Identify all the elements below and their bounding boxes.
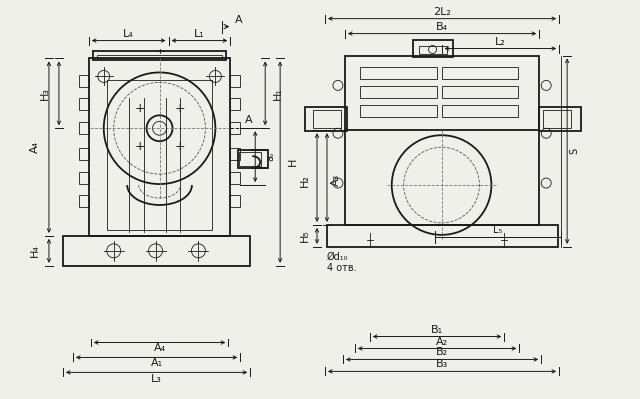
Text: +: + bbox=[174, 140, 185, 153]
Text: aᵥ: aᵥ bbox=[265, 151, 275, 161]
Bar bbox=[230, 195, 240, 207]
Text: 4 отв.: 4 отв. bbox=[327, 263, 356, 273]
Text: H₅: H₅ bbox=[300, 229, 310, 242]
Bar bbox=[79, 195, 89, 207]
Bar bbox=[79, 122, 89, 134]
Bar bbox=[543, 110, 571, 128]
Text: H₃: H₃ bbox=[40, 87, 50, 100]
Bar bbox=[442, 67, 518, 79]
Bar bbox=[79, 172, 89, 184]
Bar bbox=[230, 148, 240, 160]
Text: H: H bbox=[288, 158, 298, 166]
Text: A: A bbox=[234, 15, 242, 25]
Bar bbox=[63, 236, 250, 266]
Text: B₁: B₁ bbox=[431, 324, 443, 334]
Bar bbox=[360, 67, 436, 79]
Text: L₄: L₄ bbox=[124, 29, 134, 39]
Text: H₄: H₄ bbox=[30, 244, 40, 257]
Bar bbox=[230, 122, 240, 134]
Bar bbox=[540, 107, 581, 131]
Text: A₄: A₄ bbox=[30, 141, 40, 153]
Text: Ød₁₀: Ød₁₀ bbox=[327, 252, 348, 262]
Text: L₅: L₅ bbox=[493, 225, 502, 235]
Bar bbox=[107, 81, 212, 230]
Text: +: + bbox=[134, 102, 145, 115]
Bar bbox=[313, 110, 341, 128]
Text: B₂: B₂ bbox=[435, 348, 447, 358]
Bar bbox=[238, 150, 268, 168]
Bar bbox=[442, 87, 518, 98]
Bar bbox=[230, 172, 240, 184]
Text: H₁: H₁ bbox=[273, 87, 283, 100]
Bar bbox=[97, 55, 222, 59]
Text: L₂: L₂ bbox=[495, 37, 506, 47]
Text: S: S bbox=[569, 148, 579, 154]
Text: A₃: A₃ bbox=[331, 174, 341, 186]
Bar bbox=[419, 45, 447, 53]
Text: A₁: A₁ bbox=[150, 358, 163, 368]
Bar bbox=[413, 40, 452, 57]
Bar bbox=[230, 98, 240, 110]
Text: 2L₂: 2L₂ bbox=[433, 7, 451, 17]
Text: L₁: L₁ bbox=[194, 29, 205, 39]
Bar bbox=[230, 75, 240, 87]
Bar bbox=[305, 107, 347, 131]
Bar bbox=[239, 152, 261, 166]
Bar bbox=[327, 225, 558, 247]
Text: L₃: L₃ bbox=[151, 374, 162, 384]
Text: +: + bbox=[134, 140, 145, 153]
Bar bbox=[442, 105, 518, 117]
Bar bbox=[360, 87, 436, 98]
Text: H₂: H₂ bbox=[300, 174, 310, 186]
Bar bbox=[79, 98, 89, 110]
Text: B₃: B₃ bbox=[435, 359, 448, 369]
Text: A₂: A₂ bbox=[435, 336, 447, 346]
Text: A₄: A₄ bbox=[154, 344, 166, 354]
Bar bbox=[360, 105, 436, 117]
Bar bbox=[93, 51, 227, 61]
Text: B₄: B₄ bbox=[435, 22, 447, 32]
Text: A: A bbox=[244, 115, 252, 125]
Bar bbox=[79, 75, 89, 87]
Bar bbox=[89, 59, 230, 236]
Text: +: + bbox=[174, 102, 185, 115]
Bar bbox=[345, 55, 540, 225]
Bar bbox=[79, 148, 89, 160]
